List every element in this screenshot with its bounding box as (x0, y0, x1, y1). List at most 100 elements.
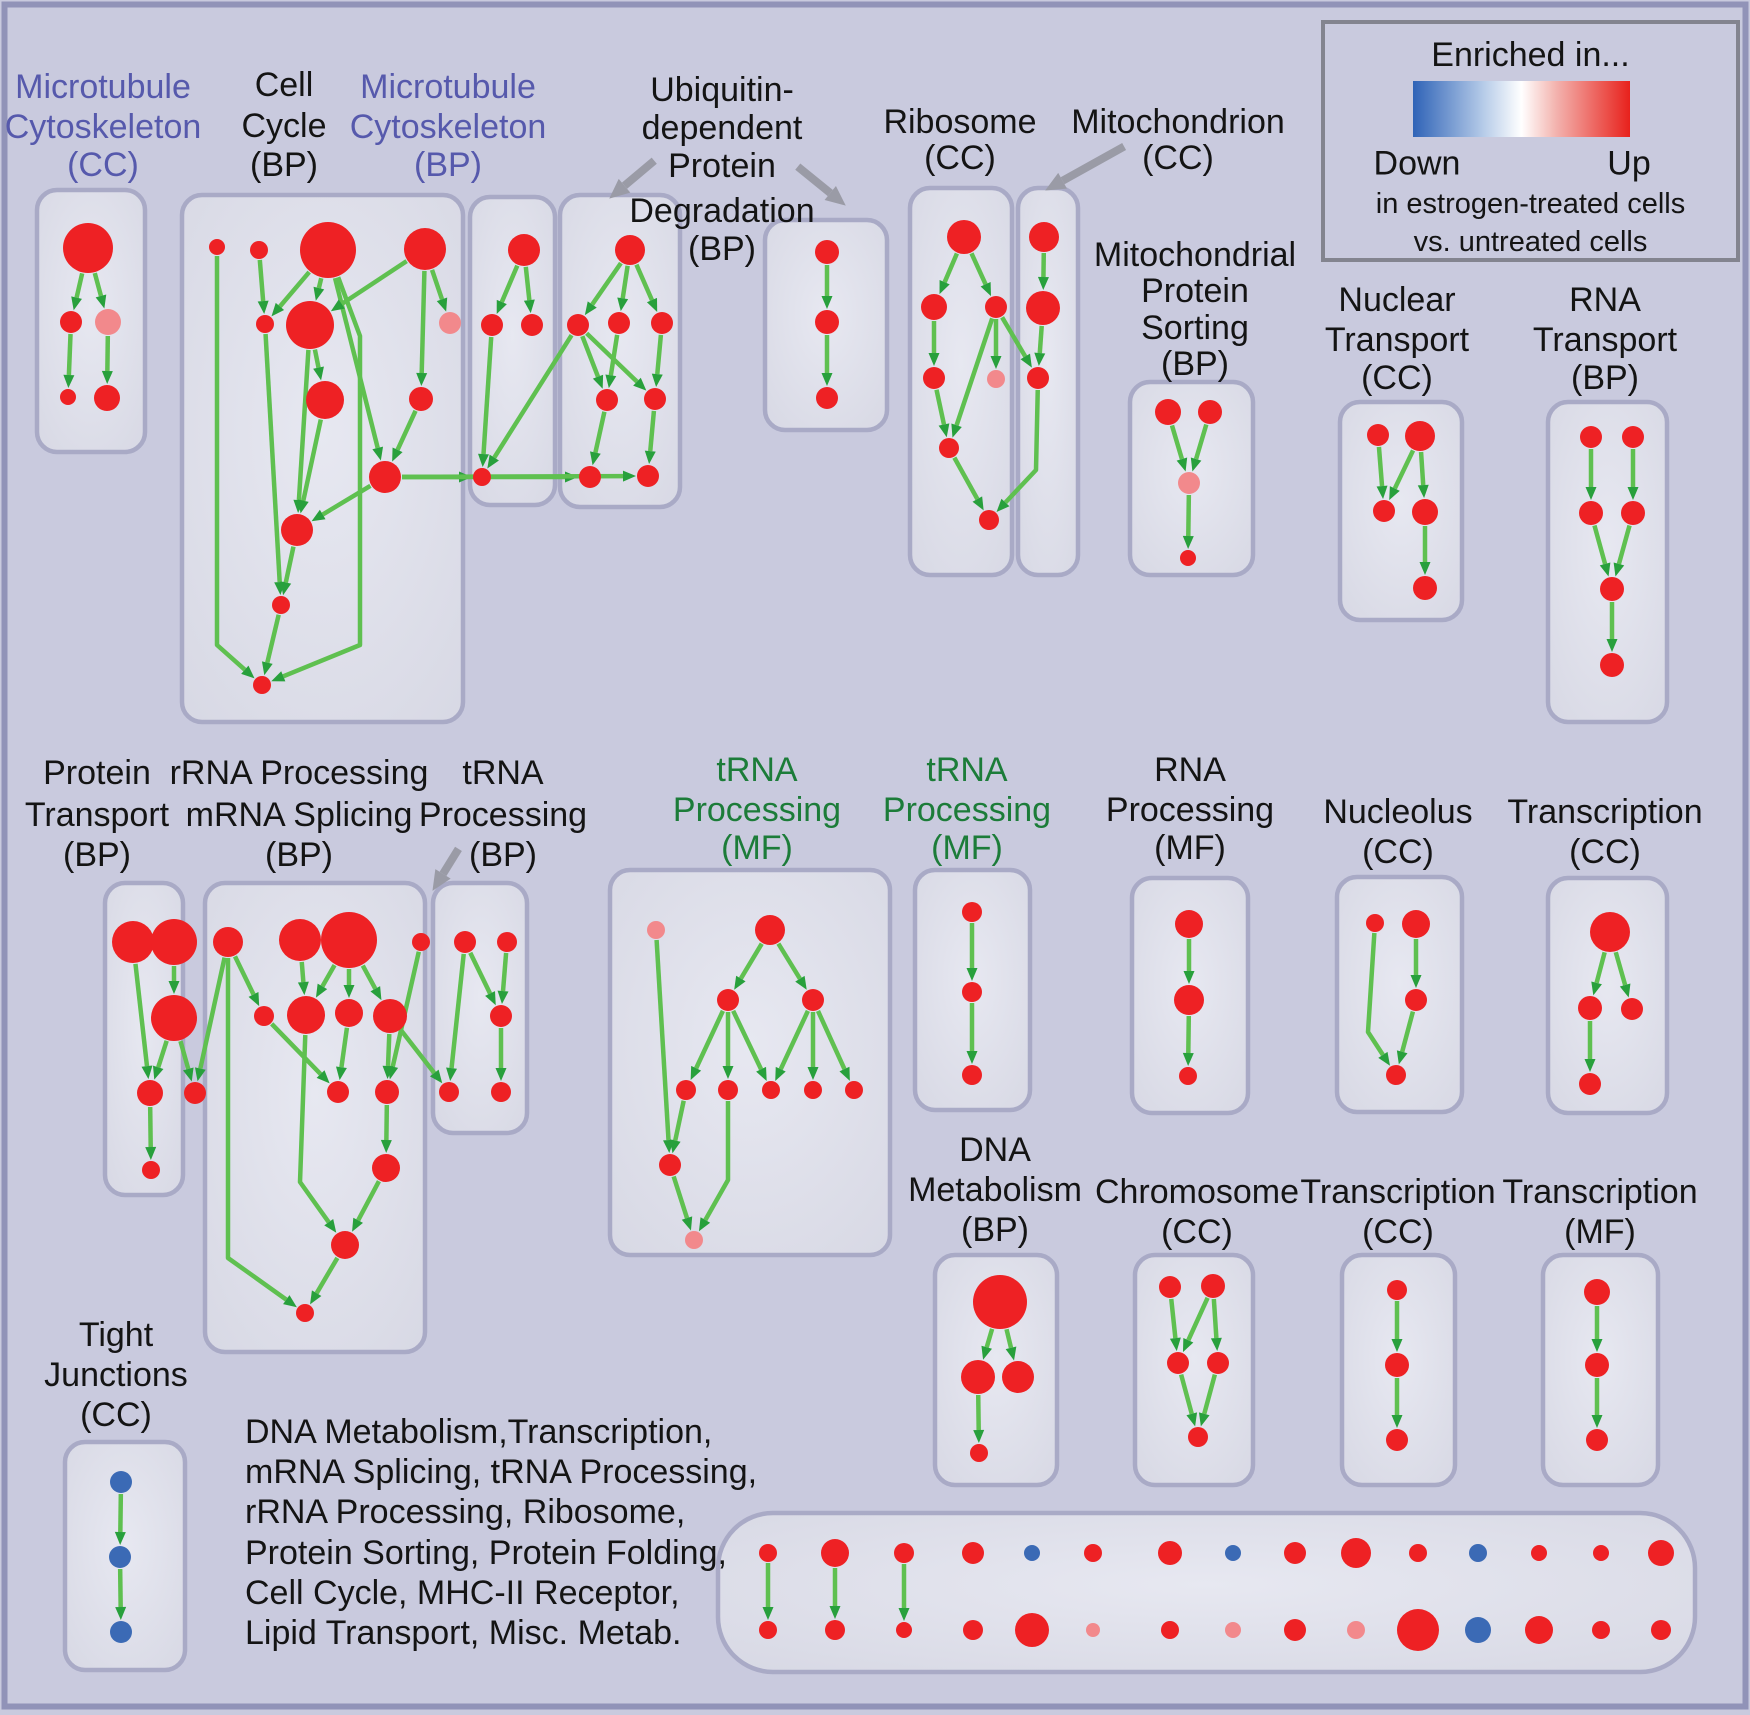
label-tight_junc-line2: Junctions (44, 1356, 188, 1394)
label-trna_bp-line2: Processing (419, 796, 587, 834)
node-chromosome-mr (1207, 1352, 1229, 1374)
edge-trna_mf_big-j1-pb (671, 1175, 690, 1219)
edge-prot_trans-t2-mid-arrowhead (168, 981, 180, 994)
edge-prot_trans-low-bot (147, 1106, 153, 1148)
edge-trna_mf_small-v2-v3-arrowhead (966, 1051, 978, 1064)
edge-prot_trans-low-bot-arrowhead (145, 1146, 157, 1161)
node-ub_deg_a-top (615, 235, 645, 265)
label-rna_trans-line1: RNA (1569, 281, 1641, 319)
node-ribosome-ml (921, 294, 947, 320)
node-rrna-n3 (321, 912, 377, 968)
node-trna_bp-ll (439, 1082, 459, 1102)
edge-transcription_mf-v2-v3-arrowhead (1591, 1415, 1603, 1428)
node-rrna-n1 (213, 927, 243, 957)
box-chromosome (1132, 1252, 1256, 1488)
node-bottom-panel-bottom-7 (1161, 1621, 1179, 1639)
edge-rrna-m3-lo1 (339, 1027, 350, 1068)
edge-cell_cycle-f-h-arrowhead (313, 366, 324, 381)
edge-cell_cycle-c-m (282, 276, 363, 679)
edge-ribosome-mr-mito-low-arrowhead (1020, 353, 1032, 368)
node-transcription_cc_r2-mr (1621, 998, 1643, 1020)
edge-rrna-n4-lo2 (390, 951, 421, 1068)
edge-prot_trans-t1-low-arrowhead (141, 1065, 153, 1080)
node-trna_bp-tr (497, 932, 517, 952)
node-bottom-panel-bottom-6 (1086, 1623, 1100, 1637)
node-cell_cycle-e (256, 315, 274, 333)
edge-chromosome-ml-bot-arrowhead (1186, 1412, 1198, 1427)
label-chromosome-line1: Chromosome (1095, 1173, 1299, 1211)
node-mt_cc-mr (95, 309, 121, 335)
edge-trna_mf_big-l1-j1 (673, 1100, 686, 1142)
node-rrna-m1 (254, 1006, 274, 1026)
edge-mt_cc-top-mr-arrowhead (95, 294, 107, 309)
edge-mt_cc-top-ml-arrowhead (71, 296, 82, 311)
node-mt_bp-low (473, 468, 491, 486)
node-transcription_mf-v2 (1585, 1353, 1609, 1377)
node-trna_mf_small-v1 (962, 902, 982, 922)
label-rna_trans-line2: Transport (1533, 321, 1678, 359)
node-prot_trans-mid (151, 995, 197, 1041)
label-pointer-arrow-3 (1060, 142, 1127, 185)
edge-trna_mf_big-ml-l1-arrowhead (690, 1065, 702, 1081)
edge-ribosome-top-ml (942, 252, 959, 284)
label-tight_junc-line3: (CC) (80, 1396, 152, 1434)
edge-cell_cycle-d-i-arrowhead (416, 372, 428, 387)
node-transcription_mf-v3 (1586, 1429, 1608, 1451)
edge-cell_cycle-h-k-arrowhead (297, 499, 309, 514)
edge-tight_junc-v1-v2-arrowhead (114, 1531, 126, 1546)
edge-transcription_cc_r2-ml-bot-arrowhead (1584, 1059, 1596, 1072)
misc-line-1: DNA Metabolism,Transcription, (245, 1413, 713, 1451)
node-dna_met-bot (970, 1444, 988, 1462)
edge-rrna-n1-m1-arrowhead (248, 992, 260, 1007)
edge-trna_bp-tr-mid (500, 952, 509, 992)
node-cell_cycle-l (272, 596, 290, 614)
node-cell_cycle-a (209, 239, 225, 255)
label-pointer-arrow-4-arrowhead (432, 869, 451, 891)
node-bottom-panel-top-1 (759, 1544, 777, 1562)
node-bottom-panel-top-2 (821, 1539, 849, 1567)
edge-mt_cc-top-mr (92, 272, 104, 297)
legend-down-label: Down (1373, 144, 1461, 183)
node-nuc_trans-ml (1373, 500, 1395, 522)
edge-rna_trans-mr-low-arrowhead (1613, 562, 1625, 577)
edge-cell_cycle-j-ub_deg_a-b2-arrowhead (622, 470, 637, 482)
edge-bottom-panel-col1-arrowhead (762, 1607, 774, 1620)
node-trna_mf_big-l2 (718, 1080, 738, 1100)
node-ub_deg_a-m2 (608, 312, 630, 334)
edge-cell_cycle-b-e (257, 259, 266, 302)
edge-ribosome-mr-pk-arrowhead (990, 356, 1002, 369)
node-trna_mf_big-l5 (845, 1081, 863, 1099)
label-nuc_trans-line1: Nuclear (1338, 281, 1455, 319)
node-bottom-panel-top-15 (1648, 1540, 1674, 1566)
edge-transcription_cc_r3-v1-v2-arrowhead (1391, 1339, 1403, 1352)
label-prot_trans-line3: (BP) (63, 836, 131, 874)
edge-trna_mf_big-l2-pb-arrowhead (698, 1217, 711, 1232)
node-transcription_cc_r2-top (1590, 912, 1630, 952)
label-trna_bp-line1: tRNA (462, 754, 544, 792)
node-bottom-panel-bottom-12 (1465, 1617, 1491, 1643)
edge-nucleolus-tr-mr-arrowhead (1410, 975, 1422, 988)
misc-terms-text: DNA Metabolism,Transcription, mRNA Splic… (245, 1412, 757, 1653)
edge-trna_mf_big-ml-l1 (694, 1009, 725, 1070)
edge-trna_mf_big-mr-l5-arrowhead (839, 1066, 850, 1081)
edge-rrna-n2-m2-arrowhead (297, 981, 309, 996)
label-pointer-arrow-3-arrowhead (1045, 172, 1067, 191)
edge-cell_cycle-d-g-arrowhead (436, 297, 448, 312)
edge-rrna-n3-m2 (320, 964, 337, 988)
node-rrna-m4 (373, 999, 407, 1033)
edge-ub_deg_a-l1-b1-arrowhead (590, 451, 601, 466)
node-bottom-panel-bottom-1 (759, 1621, 777, 1639)
edge-nucleolus-tl-bot (1365, 932, 1385, 1057)
edge-nucleolus-mr-bot-arrowhead (1396, 1050, 1408, 1065)
edge-mt_cc-top-ml (74, 272, 85, 299)
edge-rrna-m4-lo2-arrowhead (382, 1065, 394, 1080)
edge-nuc_trans-mr-bot-arrowhead (1419, 562, 1431, 575)
edge-chromosome-tr-mr-arrowhead (1210, 1337, 1222, 1352)
edge-chromosome-mr-bot (1202, 1373, 1218, 1415)
node-ribosome-pk (987, 370, 1005, 388)
node-cell_cycle-f (286, 301, 334, 349)
node-rna_trans-mr (1621, 501, 1645, 525)
edge-cell_cycle-d-i (419, 270, 427, 374)
node-bottom-panel-bottom-3 (896, 1622, 912, 1638)
label-rrna-line1: rRNA Processing (170, 754, 429, 792)
